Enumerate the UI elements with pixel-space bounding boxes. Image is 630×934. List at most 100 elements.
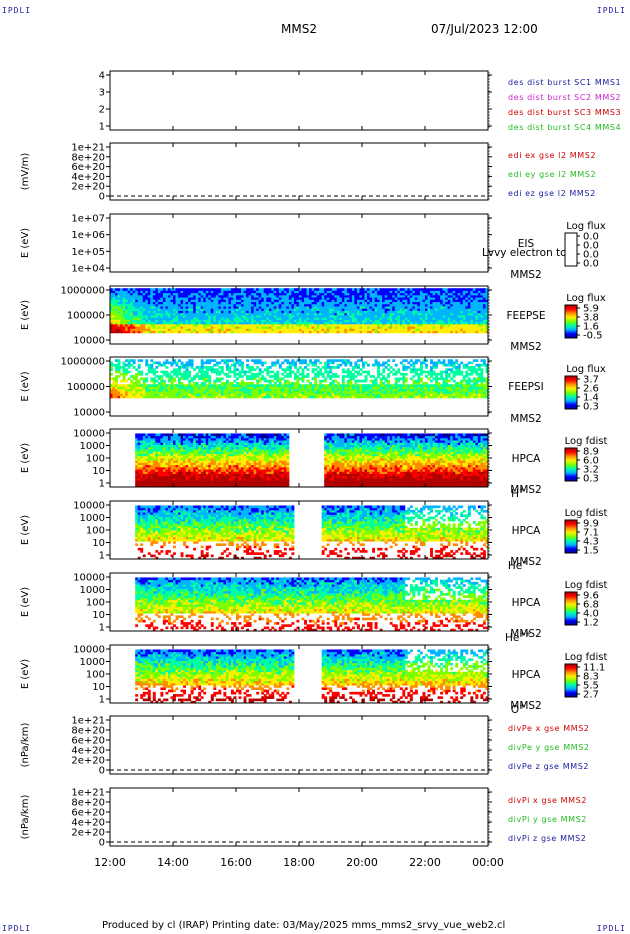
spectrogram-cell (170, 306, 174, 309)
spectrogram-cell (165, 312, 169, 316)
spectrogram-cell (147, 321, 151, 325)
spectrogram-cell (157, 384, 161, 387)
spectrogram-cell (198, 290, 202, 294)
spectrogram-cell (253, 372, 257, 376)
spectrogram-cell (167, 310, 171, 314)
spectrogram-cell (122, 306, 126, 309)
spectrogram-cell (417, 288, 421, 291)
spectrogram-cell (324, 361, 328, 365)
spectrogram-cell (321, 366, 325, 369)
spectrogram-cell (273, 308, 277, 311)
spectrogram-cell (462, 391, 466, 394)
spectrogram-cell (215, 377, 219, 381)
spectrogram-cell (477, 379, 481, 383)
spectrogram-cell (173, 323, 176, 327)
spectrogram-cell (117, 388, 121, 392)
spectrogram-cell (160, 379, 164, 383)
spectrogram-cell (397, 301, 401, 305)
spectrogram-cell (377, 288, 381, 291)
spectrogram-cell (341, 384, 345, 387)
spectrogram-cell (165, 317, 169, 320)
spectrogram-cell (208, 375, 212, 378)
spectrogram-cell (482, 330, 486, 334)
spectrogram-cell (183, 377, 186, 381)
spectrogram-cell (120, 288, 123, 291)
spectrogram-cell (293, 391, 297, 394)
spectrogram-cell (462, 379, 466, 383)
spectrogram-cell (112, 288, 116, 291)
spectrogram-cell (145, 308, 149, 311)
spectrogram-cell (402, 395, 406, 399)
spectrogram-cell (283, 381, 287, 385)
spectrogram-cell (263, 388, 267, 392)
spectrogram-cell (205, 366, 209, 369)
spectrogram-cell (273, 312, 277, 316)
spectrogram-cell (228, 294, 232, 298)
spectrogram-cell (268, 379, 272, 383)
spectrogram-cell (351, 391, 355, 394)
spectrogram-cell (362, 363, 365, 367)
spectrogram-cell (215, 297, 219, 300)
spectrogram-cell (115, 386, 118, 390)
spectrogram-cell (467, 377, 471, 381)
spectrogram-cell (417, 391, 421, 394)
spectrogram-cell (190, 384, 194, 387)
spectrogram-cell (210, 319, 214, 323)
spectrogram-cell (236, 326, 239, 329)
spectrogram-cell (210, 288, 214, 291)
spectrogram-cell (218, 319, 222, 323)
spectrogram-cell (321, 393, 325, 396)
spectrogram-cell (223, 308, 227, 311)
spectrogram-cell (243, 328, 247, 332)
spectrogram-cell (225, 306, 229, 309)
spectrogram-cell (377, 393, 381, 396)
spectrogram-cell (419, 288, 423, 291)
spectrogram-cell (354, 288, 358, 291)
spectrogram-cell (132, 361, 136, 365)
spectrogram-cell (218, 370, 222, 374)
spectrogram-cell (145, 359, 149, 362)
spectrogram-cell (125, 303, 129, 307)
spectrogram-cell (266, 323, 270, 327)
spectrogram-cell (170, 308, 174, 311)
spectrogram-cell (387, 301, 391, 305)
spectrogram-cell (417, 393, 421, 396)
spectrogram-cell (223, 372, 227, 376)
spectrogram-cell (437, 393, 441, 396)
spectrogram-cell (442, 359, 446, 362)
spectrogram-cell (291, 330, 295, 334)
spectrogram-cell (127, 384, 131, 387)
spectrogram-cell (142, 388, 146, 392)
spectrogram-cell (162, 384, 166, 387)
spectrogram-cell (266, 379, 270, 383)
spectrogram-cell (266, 370, 270, 374)
spectrogram-cell (301, 361, 305, 365)
spectrogram-cell (344, 395, 348, 399)
spectrogram-cell (150, 312, 154, 316)
spectrogram-cell (115, 388, 118, 392)
spectrogram-cell (238, 391, 242, 394)
spectrogram-cell (291, 384, 295, 387)
spectrogram-cell (306, 393, 310, 396)
spectrogram-cell (241, 294, 244, 298)
spectrogram-cell (256, 328, 260, 332)
spectrogram-cell (203, 328, 207, 332)
spectrogram-cell (281, 372, 285, 376)
spectrogram-cell (419, 395, 423, 399)
spectrogram-cell (364, 386, 368, 390)
spectrogram-cell (392, 388, 396, 392)
spectrogram-cell (145, 330, 149, 334)
spectrogram-cell (152, 368, 156, 372)
spectrogram-cell (210, 310, 214, 314)
spectrogram-cell (409, 377, 413, 381)
spectrogram-cell (243, 393, 247, 396)
spectrogram-cell (200, 359, 204, 362)
spectrogram-cell (122, 323, 126, 327)
spectrogram-cell (178, 370, 181, 374)
spectrogram-cell (412, 375, 416, 378)
spectrogram-cell (367, 391, 370, 394)
spectrogram-cell (193, 330, 197, 334)
spectrogram-cell (351, 366, 355, 369)
spectrogram-cell (122, 330, 126, 334)
spectrogram-cell (165, 301, 169, 305)
